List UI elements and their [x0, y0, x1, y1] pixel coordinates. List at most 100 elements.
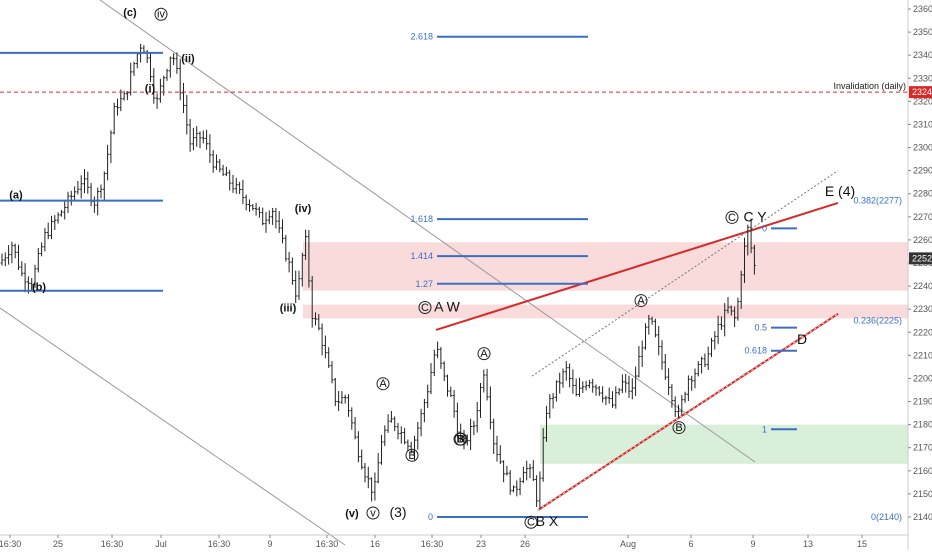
candle [393, 416, 397, 432]
y-tick-label: 2240 [913, 281, 932, 291]
wave-label: D [797, 331, 807, 347]
candle [446, 374, 449, 397]
candle [267, 210, 271, 225]
candle [581, 381, 585, 394]
wave-label: A [379, 378, 387, 390]
y-tick-label: 2340 [913, 50, 932, 60]
candle [406, 439, 410, 451]
candle [753, 244, 756, 275]
wave-label: A [480, 348, 488, 360]
candle [231, 174, 235, 193]
candle [337, 391, 340, 412]
candle [522, 466, 525, 484]
candle [192, 127, 195, 151]
wave-label: B [408, 450, 415, 462]
candle [205, 129, 208, 150]
candle [508, 470, 512, 495]
candle [208, 134, 212, 163]
wave-label: C [728, 212, 736, 224]
candle [432, 349, 436, 377]
candle [258, 206, 261, 218]
x-tick-label: 6 [688, 539, 693, 549]
candle [317, 314, 321, 331]
wave-label: (c) [123, 7, 137, 19]
candle [40, 242, 43, 257]
candle [624, 373, 628, 393]
candle [129, 62, 133, 96]
candle [594, 384, 598, 396]
x-tick-label: 16 [370, 539, 380, 549]
y-tick-label: 2200 [913, 373, 932, 383]
candle [363, 463, 367, 483]
candle [749, 218, 753, 254]
candle [528, 463, 532, 479]
candle [50, 215, 53, 240]
candle [611, 391, 614, 408]
candle [512, 485, 515, 493]
candle [442, 361, 446, 382]
candle [551, 393, 555, 409]
candle [271, 207, 274, 225]
candle [274, 207, 278, 229]
y-tick-label: 2330 [913, 73, 932, 83]
candle [155, 93, 159, 109]
candle [677, 404, 680, 418]
y-tick-label: 2260 [913, 235, 932, 245]
candle [462, 429, 466, 450]
candle [436, 341, 439, 359]
candle [30, 278, 34, 292]
candle [683, 391, 687, 403]
candle [261, 207, 265, 226]
x-tick-label: 9 [267, 539, 272, 549]
x-tick-label: 25 [53, 539, 63, 549]
candle [687, 375, 690, 402]
candle [413, 435, 416, 461]
y-tick-label: 2210 [913, 350, 932, 360]
candle [630, 378, 634, 400]
candle [215, 154, 218, 170]
wave-circle [405, 448, 419, 462]
candle [324, 335, 327, 359]
y-tick-label: 2310 [913, 119, 932, 129]
candle [63, 199, 67, 220]
candle [505, 465, 509, 476]
candle [710, 337, 713, 358]
wave-circle [725, 210, 739, 224]
wave-label: (iv) [295, 203, 312, 215]
candle [634, 366, 637, 397]
candle [20, 261, 24, 277]
candle [360, 449, 364, 470]
fib-extension-label: 1.27 [415, 279, 433, 289]
wave-label: C Y [743, 208, 767, 224]
candle [736, 297, 740, 321]
candle [383, 425, 387, 447]
candle [307, 230, 311, 288]
x-tick-label: 16:30 [0, 539, 21, 549]
candle [706, 346, 710, 370]
last-price-label: 2252 [912, 253, 932, 263]
candle [700, 356, 703, 374]
candle [545, 405, 548, 442]
fib-axis-label: 0(2140) [871, 512, 902, 522]
candle [663, 354, 667, 381]
candle [195, 126, 199, 147]
candle [614, 386, 618, 409]
wave-label: (a) [9, 189, 23, 201]
fib-extension-label: 0 [428, 512, 433, 522]
candle [86, 171, 90, 194]
candle [746, 224, 750, 256]
y-tick-label: 2360 [913, 4, 932, 14]
y-tick-label: 2320 [913, 96, 932, 106]
candle [149, 52, 152, 82]
wave-circle [418, 300, 432, 314]
candle [116, 98, 119, 116]
candle [198, 131, 202, 149]
candle [23, 263, 27, 293]
candle [657, 326, 661, 356]
candle [617, 387, 621, 396]
candle [168, 56, 172, 78]
fib-axis-label: 0.236(2225) [853, 316, 902, 326]
y-tick-label: 2270 [913, 212, 932, 222]
